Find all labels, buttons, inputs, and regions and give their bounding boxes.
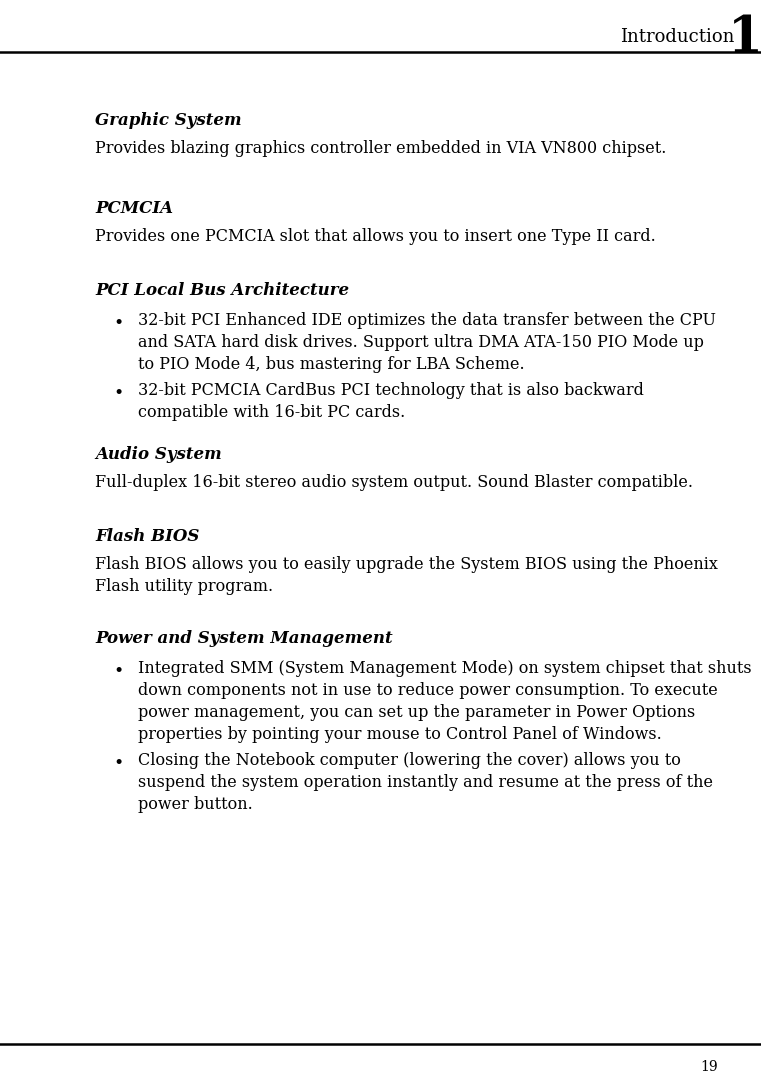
Text: PCMCIA: PCMCIA	[95, 200, 173, 217]
Text: properties by pointing your mouse to Control Panel of Windows.: properties by pointing your mouse to Con…	[138, 726, 662, 743]
Text: PCI Local Bus Architecture: PCI Local Bus Architecture	[95, 282, 349, 299]
Text: power button.: power button.	[138, 796, 253, 813]
Text: Flash BIOS allows you to easily upgrade the System BIOS using the Phoenix: Flash BIOS allows you to easily upgrade …	[95, 556, 718, 573]
Text: Closing the Notebook computer (lowering the cover) allows you to: Closing the Notebook computer (lowering …	[138, 752, 681, 769]
Text: Integrated SMM (System Management Mode) on system chipset that shuts: Integrated SMM (System Management Mode) …	[138, 660, 752, 677]
Text: Power and System Management: Power and System Management	[95, 630, 393, 647]
Text: Audio System: Audio System	[95, 446, 221, 463]
Text: power management, you can set up the parameter in Power Options: power management, you can set up the par…	[138, 704, 696, 721]
Text: Flash utility program.: Flash utility program.	[95, 578, 273, 595]
Text: •: •	[113, 384, 123, 402]
Text: Provides blazing graphics controller embedded in VIA VN800 chipset.: Provides blazing graphics controller emb…	[95, 140, 667, 157]
Text: 32-bit PCI Enhanced IDE optimizes the data transfer between the CPU: 32-bit PCI Enhanced IDE optimizes the da…	[138, 312, 716, 329]
Text: suspend the system operation instantly and resume at the press of the: suspend the system operation instantly a…	[138, 774, 713, 791]
Text: •: •	[113, 663, 123, 680]
Text: Flash BIOS: Flash BIOS	[95, 528, 199, 545]
Text: and SATA hard disk drives. Support ultra DMA ATA-150 PIO Mode up: and SATA hard disk drives. Support ultra…	[138, 334, 704, 351]
Text: Introduction: Introduction	[620, 28, 734, 46]
Text: 1: 1	[728, 14, 761, 63]
Text: Full-duplex 16-bit stereo audio system output. Sound Blaster compatible.: Full-duplex 16-bit stereo audio system o…	[95, 474, 693, 491]
Text: •: •	[113, 755, 123, 772]
Text: 19: 19	[700, 1059, 718, 1074]
Text: to PIO Mode 4, bus mastering for LBA Scheme.: to PIO Mode 4, bus mastering for LBA Sch…	[138, 356, 524, 373]
Text: 32-bit PCMCIA CardBus PCI technology that is also backward: 32-bit PCMCIA CardBus PCI technology tha…	[138, 382, 644, 399]
Text: Graphic System: Graphic System	[95, 112, 242, 129]
Text: Provides one PCMCIA slot that allows you to insert one Type II card.: Provides one PCMCIA slot that allows you…	[95, 228, 656, 245]
Text: compatible with 16-bit PC cards.: compatible with 16-bit PC cards.	[138, 404, 406, 421]
Text: •: •	[113, 315, 123, 332]
Text: down components not in use to reduce power consumption. To execute: down components not in use to reduce pow…	[138, 681, 718, 699]
